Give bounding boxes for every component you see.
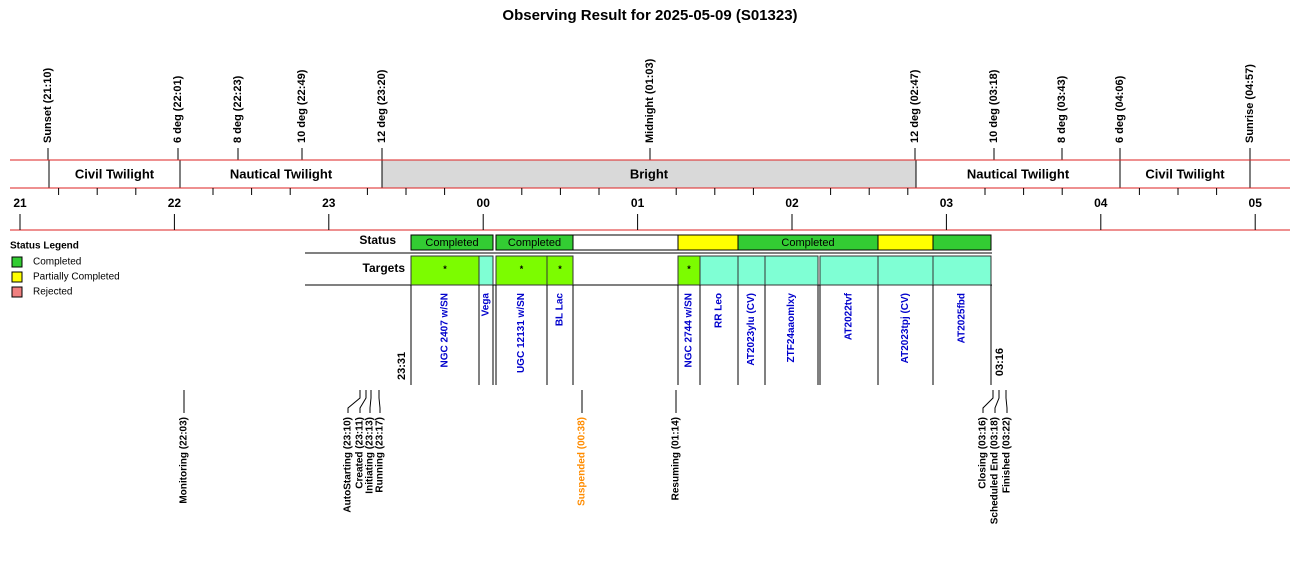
event-label: Created (23:11)	[355, 417, 366, 489]
legend-swatch	[11, 271, 23, 283]
title: Observing Result for 2025-05-09 (S01323)	[502, 7, 797, 24]
twilight-band	[180, 160, 382, 188]
sun-marker-label: 12 deg (23:20)	[376, 69, 388, 143]
target-mark: *	[687, 264, 691, 274]
sun-marker-label: 6 deg (04:06)	[1114, 75, 1126, 143]
legend-title: Status Legend	[10, 241, 79, 252]
twilight-band	[916, 160, 1120, 188]
target-box	[699, 255, 739, 286]
twilight-label: Nautical Twilight	[967, 166, 1070, 181]
target-box	[495, 255, 548, 286]
target-mark: *	[520, 264, 524, 274]
event-label: Finished (03:22)	[1002, 417, 1013, 493]
status-segment	[572, 234, 679, 251]
sun-marker-label: Midnight (01:03)	[644, 58, 656, 143]
twilight-band	[382, 160, 916, 188]
event-leader	[347, 390, 361, 413]
sun-marker-label: 12 deg (02:47)	[909, 69, 921, 143]
target-name: AT2025fbd	[957, 293, 968, 343]
target-name: UGC 12131 w/SN	[516, 293, 527, 373]
event-label: Suspended (00:38)	[577, 417, 588, 506]
start-time: 23:31	[396, 352, 408, 380]
event-label: Initiating (23:13)	[365, 417, 376, 494]
target-box	[877, 255, 934, 286]
target-box	[764, 255, 819, 286]
event-leader	[982, 390, 994, 413]
hour-label: 22	[168, 196, 182, 210]
target-name: Vega	[481, 293, 492, 317]
twilight-band	[1120, 160, 1250, 188]
event-label: Resuming (01:14)	[671, 417, 682, 500]
target-name: RR Leo	[714, 293, 725, 328]
status-segment	[932, 234, 992, 251]
legend-label: Partially Completed	[33, 272, 120, 283]
legend-label: Rejected	[33, 287, 72, 298]
row-label: Targets	[363, 261, 406, 275]
target-box	[932, 255, 992, 286]
twilight-label: Civil Twilight	[75, 166, 155, 181]
sun-marker-label: 8 deg (03:43)	[1056, 75, 1068, 143]
status-segment	[877, 234, 934, 251]
end-time: 03:16	[994, 348, 1006, 376]
sun-marker-label: 10 deg (22:49)	[296, 69, 308, 143]
event-leader	[369, 390, 372, 413]
event-label: Monitoring (22:03)	[179, 417, 190, 504]
target-box	[737, 255, 766, 286]
target-name: NGC 2407 w/SN	[440, 293, 451, 367]
status-label: Completed	[508, 237, 561, 249]
hour-label: 03	[940, 196, 954, 210]
target-name: NGC 2744 w/SN	[684, 293, 695, 367]
sun-marker-label: 10 deg (03:18)	[988, 69, 1000, 143]
target-name: AT2023tpj (CV)	[900, 293, 911, 363]
twilight-label: Nautical Twilight	[230, 166, 333, 181]
sun-marker-label: Sunset (21:10)	[42, 67, 54, 143]
target-name: AT2022tvf	[844, 292, 855, 340]
status-label: Completed	[781, 237, 834, 249]
target-box	[546, 255, 574, 286]
event-label: Scheduled End (03:18)	[990, 417, 1001, 524]
legend-swatch	[11, 256, 23, 268]
event-label: Running (23:17)	[375, 417, 386, 493]
event-label: AutoStarting (23:10)	[343, 417, 354, 513]
event-leader	[359, 390, 367, 413]
hour-label: 01	[631, 196, 645, 210]
hour-label: 21	[13, 196, 27, 210]
legend-label: Completed	[33, 257, 81, 268]
hour-label: 02	[785, 196, 799, 210]
target-name: AT2023ylu (CV)	[746, 293, 757, 366]
sun-marker-label: 8 deg (22:23)	[232, 75, 244, 143]
twilight-band	[49, 160, 180, 188]
status-segment	[410, 234, 494, 251]
hour-label: 23	[322, 196, 336, 210]
target-box	[410, 255, 480, 286]
event-label: Closing (03:16)	[978, 417, 989, 489]
sun-marker-label: Sunrise (04:57)	[1244, 64, 1256, 143]
target-mark: *	[558, 264, 562, 274]
status-label: Completed	[425, 237, 478, 249]
twilight-label: Bright	[630, 166, 669, 181]
target-mark: *	[443, 264, 447, 274]
sun-marker-label: 6 deg (22:01)	[172, 75, 184, 143]
status-segment	[677, 234, 739, 251]
twilight-label: Civil Twilight	[1145, 166, 1225, 181]
event-leader	[378, 390, 381, 413]
target-name: ZTF24aaomlxy	[786, 293, 797, 363]
target-box	[478, 255, 494, 286]
hour-label: 04	[1094, 196, 1108, 210]
target-box	[819, 255, 879, 286]
event-leader	[1005, 390, 1008, 413]
hour-label: 05	[1249, 196, 1263, 210]
legend-swatch	[11, 286, 23, 298]
row-label: Status	[359, 233, 396, 247]
hour-label: 00	[477, 196, 491, 210]
target-name: BL Lac	[555, 293, 566, 327]
event-leader	[994, 390, 1000, 413]
